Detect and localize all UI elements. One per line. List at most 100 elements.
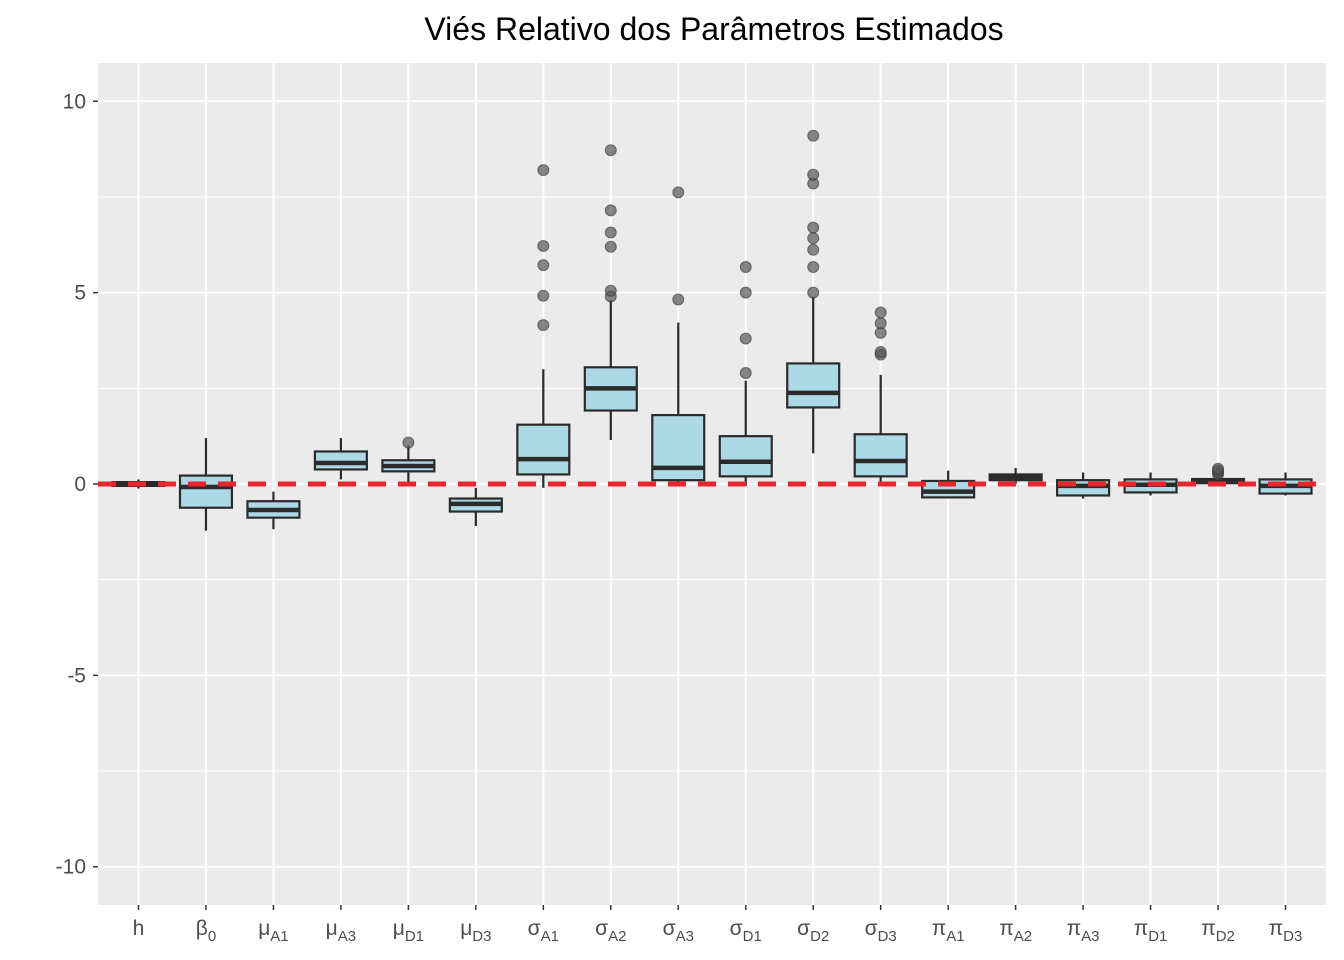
x-tick-label: πA3 <box>1067 917 1100 945</box>
x-tick-label: πA2 <box>999 917 1032 945</box>
box-πA2 <box>988 467 1043 484</box>
outlier-point <box>604 284 617 297</box>
y-axis: -10 -5 0 5 10 <box>56 90 98 879</box>
y-tick-label: 10 <box>63 90 86 113</box>
x-tick-subscript: A2 <box>1014 928 1032 945</box>
x-tick-label: μD3 <box>460 917 491 945</box>
x-tick-subscript: A2 <box>608 928 626 945</box>
x-tick-label: h <box>133 917 145 940</box>
outlier-point <box>537 319 550 332</box>
outlier-point <box>739 332 752 345</box>
iqr-box <box>313 450 368 471</box>
box-μD3 <box>448 487 503 527</box>
x-tick-label: σD2 <box>797 917 829 945</box>
outlier-point <box>739 286 752 299</box>
x-tick-subscript: A3 <box>338 928 356 945</box>
outlier-point <box>807 232 820 245</box>
x-tick-subscript: A3 <box>676 928 694 945</box>
x-tick-subscript: D1 <box>743 928 762 945</box>
x-tick-symbol: π <box>1134 917 1149 940</box>
box-μA1 <box>246 491 301 530</box>
y-tick-label: 5 <box>74 282 86 305</box>
outlier-point <box>604 226 617 239</box>
chart-title: Viés Relativo dos Parâmetros Estimados <box>424 11 1003 47</box>
x-tick-symbol: σ <box>865 917 878 940</box>
box-σA1 <box>516 164 571 488</box>
outlier-point <box>874 306 887 319</box>
outlier-point <box>739 367 752 380</box>
x-tick-symbol: π <box>1067 917 1082 940</box>
outlier-point <box>672 293 685 306</box>
x-tick-subscript: A1 <box>541 928 559 945</box>
x-tick-symbol: σ <box>730 917 743 940</box>
box-σD3 <box>853 306 908 486</box>
outlier-point <box>807 168 820 181</box>
y-tick-label: -5 <box>67 664 86 687</box>
x-tick-label: σD1 <box>730 917 762 945</box>
outlier-point <box>537 239 550 252</box>
x-tick-symbol: h <box>133 917 145 940</box>
y-tick-label: -10 <box>56 856 86 879</box>
outlier-point <box>807 221 820 234</box>
outlier-point <box>604 240 617 253</box>
outlier-point <box>807 243 820 256</box>
x-tick-label: β0 <box>196 917 216 945</box>
x-tick-symbol: μ <box>460 917 472 940</box>
x-tick-symbol: σ <box>797 917 810 940</box>
iqr-box <box>786 362 841 409</box>
iqr-box <box>718 435 773 478</box>
x-tick-subscript: D3 <box>878 928 897 945</box>
box-σD1 <box>718 260 773 486</box>
iqr-box <box>651 414 706 482</box>
x-tick-symbol: σ <box>528 917 541 940</box>
box-πA1 <box>921 470 976 499</box>
x-tick-label: μA1 <box>258 917 288 945</box>
box-μA3 <box>313 438 368 480</box>
outlier-point <box>537 164 550 177</box>
box-σD2 <box>786 129 841 454</box>
x-tick-symbol: μ <box>258 917 270 940</box>
outlier-point <box>402 436 415 449</box>
x-tick-symbol: σ <box>595 917 608 940</box>
outlier-point <box>604 144 617 157</box>
x-tick-symbol: π <box>932 917 947 940</box>
x-tick-subscript: D2 <box>1216 928 1235 945</box>
x-tick-label: σA3 <box>663 917 694 945</box>
outlier-point <box>537 259 550 272</box>
x-tick-subscript: 0 <box>208 928 216 945</box>
x-tick-label: πD2 <box>1201 917 1235 945</box>
x-tick-label: πA1 <box>932 917 965 945</box>
x-tick-symbol: π <box>999 917 1014 940</box>
x-tick-subscript: D1 <box>1148 928 1167 945</box>
x-tick-label: μD1 <box>393 917 424 945</box>
x-tick-subscript: A3 <box>1081 928 1099 945</box>
x-tick-label: σA2 <box>595 917 626 945</box>
outlier-point <box>672 186 685 199</box>
x-tick-subscript: D3 <box>472 928 491 945</box>
box-σA2 <box>583 144 638 440</box>
x-tick-subscript: D3 <box>1283 928 1302 945</box>
x-tick-symbol: μ <box>393 917 405 940</box>
box-μD1 <box>381 436 436 483</box>
x-tick-label: πD3 <box>1269 917 1303 945</box>
outlier-point <box>537 289 550 302</box>
x-tick-symbol: π <box>1269 917 1284 940</box>
x-tick-label: σA1 <box>528 917 559 945</box>
x-tick-symbol: μ <box>326 917 338 940</box>
outlier-point <box>874 317 887 330</box>
outlier-point <box>1212 462 1225 475</box>
outlier-point <box>807 260 820 273</box>
x-tick-subscript: A1 <box>946 928 964 945</box>
iqr-box <box>853 433 908 478</box>
x-tick-symbol: β <box>196 917 208 940</box>
x-tick-subscript: A1 <box>270 928 288 945</box>
x-tick-symbol: π <box>1201 917 1216 940</box>
x-axis: h β0 μA1 μA3 μD1 μD3 σA1 σA2 σA3 σD1 σD2 σD3 πA1 πA2 π… <box>133 905 1303 945</box>
outlier-point <box>807 286 820 299</box>
minor-grid <box>98 196 1326 772</box>
x-tick-subscript: D2 <box>810 928 829 945</box>
box-β0 <box>178 438 234 531</box>
iqr-box <box>516 423 571 476</box>
iqr-box <box>178 474 234 509</box>
